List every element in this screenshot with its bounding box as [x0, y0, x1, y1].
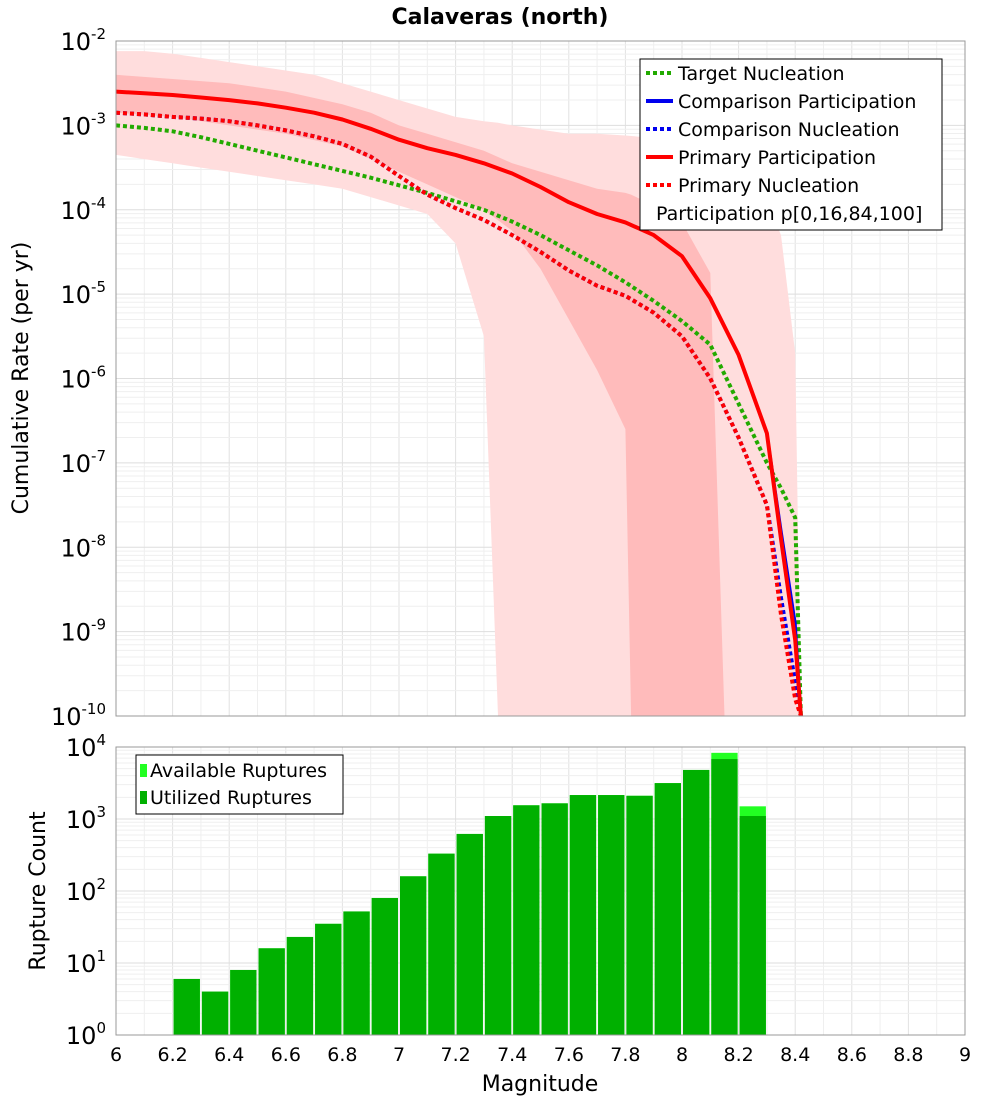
x-tick-label: 8.2: [723, 1044, 753, 1066]
x-tick-label: 6.8: [327, 1044, 357, 1066]
x-tick-label: 8: [676, 1044, 688, 1066]
x-tick-label: 6.6: [271, 1044, 301, 1066]
rupture-bar: [683, 769, 710, 1035]
y-tick-label: 101: [66, 947, 106, 978]
x-ticks: 6 6.2 6.4 6.6 6.8 7 7.2 7.4 7.6 7.8 8 8.2 8.4 8.6 8.8 9: [110, 1044, 971, 1066]
bottom-y-ticks: 104 103 102 101 100: [66, 731, 106, 1050]
legend-label: Comparison Participation: [678, 91, 916, 113]
rupture-bar: [626, 795, 653, 1035]
series-line: [115, 123, 803, 717]
rupture-bar: [400, 876, 427, 1035]
y-tick-label: 10-8: [60, 531, 106, 562]
rupture-bar: [569, 795, 597, 1035]
bottom-y-axis-label: Rupture Count: [26, 811, 51, 971]
x-tick-label: 6: [110, 1044, 122, 1066]
x-tick-label: 6.2: [157, 1044, 187, 1066]
y-tick-label: 10-7: [60, 447, 106, 478]
x-tick-label: 6.4: [214, 1044, 244, 1066]
top-legend: Target Nucleation Comparison Participatio…: [639, 58, 943, 231]
rupture-bar: [541, 803, 568, 1035]
x-tick-label: 8.8: [893, 1044, 923, 1066]
legend-swatch: [140, 764, 147, 777]
rupture-bar: [456, 833, 483, 1035]
legend-label: Participation p[0,16,84,100]: [656, 203, 922, 225]
legend-box: [135, 754, 344, 815]
series-line: [115, 89, 803, 717]
rupture-bar: [201, 991, 229, 1035]
rupture-bar: [258, 948, 285, 1035]
series-line: [115, 110, 803, 717]
y-tick-label: 10-5: [60, 278, 106, 309]
top-y-axis-label: Cumulative Rate (per yr): [9, 242, 34, 515]
y-tick-label: 100: [66, 1019, 106, 1050]
y-tick-label: 10-9: [60, 616, 106, 647]
y-tick-label: 10-10: [51, 700, 106, 731]
x-axis-label: Magnitude: [482, 1072, 599, 1097]
y-tick-label: 104: [66, 731, 106, 762]
rate-lines: [115, 89, 803, 717]
rupture-bar: [739, 816, 766, 1035]
legend-label: Comparison Nucleation: [678, 119, 900, 141]
rupture-bar: [286, 936, 314, 1035]
rupture-bar: [711, 759, 738, 1035]
y-tick-label: 10-6: [60, 363, 106, 394]
x-tick-label: 7.4: [497, 1044, 527, 1066]
legend-swatch: [140, 791, 147, 804]
confidence-band: [116, 74, 725, 717]
top-y-ticks: 10-2 10-3 10-4 10-5 10-6 10-7 10-8 10-9 10-10: [51, 25, 106, 731]
y-tick-label: 10-2: [60, 25, 106, 56]
legend-label: Available Ruptures: [150, 760, 327, 782]
rupture-bar: [428, 853, 455, 1035]
legend-label: Utilized Ruptures: [150, 787, 312, 809]
y-tick-label: 103: [66, 803, 106, 834]
rupture-bar: [598, 795, 625, 1035]
y-tick-label: 102: [66, 875, 106, 906]
top-plot-frame: [115, 40, 966, 717]
rupture-bar: [513, 805, 540, 1035]
legend-label: Primary Participation: [678, 147, 876, 169]
rupture-bar: [484, 816, 512, 1035]
rupture-bars: [173, 752, 766, 1035]
legend-label: Primary Nucleation: [678, 175, 859, 197]
rupture-bar: [371, 897, 398, 1035]
y-tick-label: 10-4: [60, 194, 106, 225]
legend-box: [639, 58, 943, 231]
rupture-bar: [343, 911, 370, 1035]
rupture-bar: [230, 969, 257, 1035]
x-tick-label: 7: [393, 1044, 405, 1066]
x-tick-label: 8.4: [780, 1044, 810, 1066]
rupture-bar: [315, 923, 342, 1035]
x-tick-label: 7.8: [610, 1044, 640, 1066]
legend-label: Target Nucleation: [677, 63, 845, 85]
confidence-bands: [116, 51, 801, 717]
rupture-bar: [654, 783, 681, 1035]
bottom-legend: Available Ruptures Utilized Ruptures: [135, 754, 344, 815]
y-tick-label: 10-3: [60, 109, 106, 140]
x-tick-label: 8.6: [837, 1044, 867, 1066]
rupture-bar: [173, 978, 200, 1035]
bottom-grid: [115, 747, 966, 1036]
bottom-plot-frame: [115, 746, 966, 1036]
chart-title: Calaveras (north): [391, 5, 608, 30]
x-tick-label: 7.2: [440, 1044, 470, 1066]
x-tick-label: 7.6: [554, 1044, 584, 1066]
x-tick-label: 9: [959, 1044, 971, 1066]
